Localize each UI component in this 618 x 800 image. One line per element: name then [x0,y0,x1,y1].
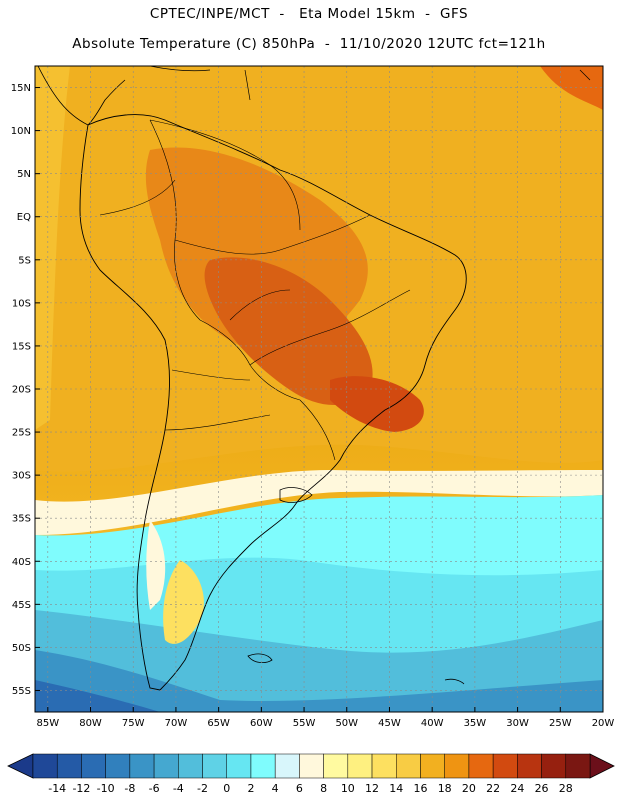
colorbar-swatch [396,753,421,779]
colorbar-label: 8 [320,782,327,795]
colorbar-swatch [492,753,518,779]
pacific-band [35,66,70,430]
lon-label: 85W [36,718,59,729]
colorbar-label: -14 [48,782,66,795]
hot-region-central-brazil [204,257,373,405]
lon-label: 70W [165,718,188,729]
colorbar-swatch [105,753,131,779]
colorbar-swatch [178,753,203,779]
lon-label: 30W [506,718,529,729]
colorbar-swatch [274,753,300,779]
colorbar-label: -12 [72,782,90,795]
lon-label: 45W [378,718,401,729]
colorbar-label: 2 [247,782,254,795]
lat-label: 35S [12,514,31,525]
central-america-coastline [37,66,126,126]
deep-blue-ocean [35,650,603,712]
colorbar [7,753,615,779]
colorbar-swatch [129,753,155,779]
colorbar-label: 10 [341,782,355,795]
lon-label: 65W [207,718,230,729]
cream-band [35,470,603,535]
colorbar-swatch [371,753,397,779]
colorbar-swatch [226,753,252,779]
lon-label: 20W [592,718,615,729]
colorbar-label: -4 [173,782,184,795]
light-region-andes-south [146,520,166,610]
colorbar-swatch [56,753,82,779]
colorbar-label: -10 [97,782,115,795]
lat-label: EQ [17,212,31,223]
colorbar-label: 20 [462,782,476,795]
colorbar-label: 14 [389,782,403,795]
lat-label: 20S [12,385,31,396]
map-subtitle: Absolute Temperature (C) 850hPa - 11/10/… [72,36,546,52]
lat-label: 15N [11,83,31,94]
colorbar-swatch [517,753,542,779]
colorbar-label: 6 [296,782,303,795]
lon-label: 75W [122,718,145,729]
colorbar-swatch [202,753,227,779]
colorbar-label: -8 [124,782,135,795]
colorbar-label: 16 [413,782,427,795]
colorbar-label: 22 [486,782,500,795]
longitude-labels: 85W 80W 75W 70W 65W 60W 55W 50W 45W 40W 35W 30W 25W 2… [36,707,614,729]
plot-area [35,66,603,712]
lat-label: 25S [12,428,31,439]
colorbar-swatch [444,753,470,779]
lat-label: 15S [12,341,31,352]
colorbar-label: -2 [197,782,208,795]
colorbar-label: 28 [559,782,573,795]
lon-label: 60W [250,718,273,729]
colorbar-swatch [81,753,106,779]
colorbar-swatch [420,753,445,779]
colorbar-labels: -14 -12 -10 -8 -6 -4 -2 0 2 4 6 8 10 12 14 16 18 20 22 24 26… [48,782,573,795]
colorbar-under-triangle [7,753,34,779]
colorbar-swatch [565,753,591,779]
lat-label: 55S [12,686,31,697]
lat-label: 30S [12,471,31,482]
colorbar-swatch [250,753,276,779]
colorbar-swatch [323,753,349,779]
lon-label: 40W [421,718,444,729]
lat-label: 10N [11,126,31,137]
colorbar-swatch [468,753,494,779]
lat-label: 40S [12,557,31,568]
falkland-islands [247,653,273,664]
colorbar-label: 4 [272,782,279,795]
colorbar-swatch [299,753,324,779]
south-georgia-island [444,678,465,685]
colorbar-swatch [541,753,567,779]
country-borders [99,119,411,461]
caribbean-islands [149,66,591,101]
colorbar-label: 26 [535,782,549,795]
colorbar-label: 0 [223,782,230,795]
colorbar-label: -6 [149,782,160,795]
colorbar-swatch [347,753,373,779]
latitude-labels: 15N 10N 5N EQ 5S 10S 15S 20S 25S 30S 35S 40S 45S 50S 5… [11,83,40,697]
rio-de-la-plata [279,487,313,503]
lat-label: 45S [12,600,31,611]
lon-label: 35W [464,718,487,729]
lat-label: 10S [12,298,31,309]
map-title: CPTEC/INPE/MCT - Eta Model 15km - GFS [149,6,469,22]
colorbar-swatch [153,753,179,779]
colorbar-label: 24 [510,782,524,795]
lon-label: 80W [79,718,102,729]
lon-label: 25W [549,718,572,729]
colorbar-label: 12 [365,782,379,795]
deepest-blue-ocean [35,680,160,712]
lat-label: 50S [12,643,31,654]
lat-label: 5N [17,169,31,180]
lon-label: 55W [293,718,316,729]
hot-region-southeast-brazil [330,376,424,432]
warm-region-south-patagonia [163,560,204,644]
lon-label: 50W [335,718,358,729]
lat-label: 5S [18,255,31,266]
colorbar-label: 18 [438,782,452,795]
colorbar-swatch [32,753,58,779]
colorbar-over-triangle [589,753,615,779]
